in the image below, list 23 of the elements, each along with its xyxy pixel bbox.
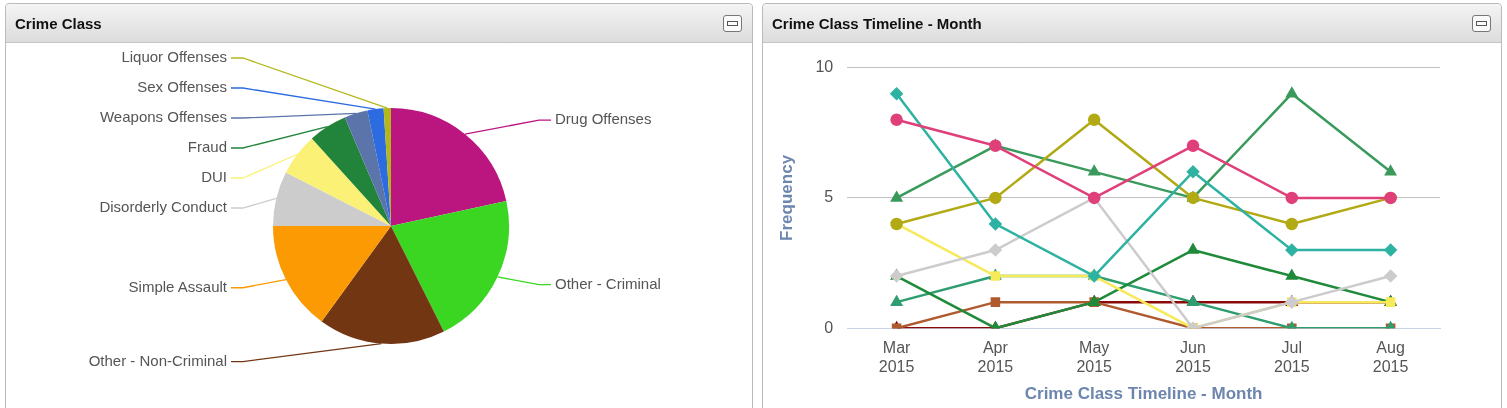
x-tick-label: Mar 2015 <box>878 339 915 376</box>
slice-label: Disorderly Conduct <box>99 198 228 216</box>
y-tick-label: 0 <box>824 318 834 336</box>
slice-label: Other - Criminal <box>555 274 661 292</box>
slice-label: Other - Non-Criminal <box>88 351 227 369</box>
x-tick-label: Aug 2015 <box>1372 339 1409 376</box>
slice-label: Drug Offenses <box>555 110 652 128</box>
x-tick-label: May 2015 <box>1076 339 1113 376</box>
y-tick-label: 10 <box>815 58 834 76</box>
slice-label: Sex Offenses <box>137 78 227 96</box>
x-tick-label: Jul 2015 <box>1274 339 1310 376</box>
slice-label: Fraud <box>187 138 227 156</box>
chart-title: Crime Class Timeline - Month <box>772 15 982 32</box>
chart-title: Crime Class <box>15 15 102 32</box>
y-tick-label: 5 <box>824 188 834 206</box>
y-axis-title: Frequency <box>776 154 796 241</box>
x-tick-label: Apr 2015 <box>977 339 1014 376</box>
slice-label: DUI <box>201 168 227 186</box>
slice-label: Weapons Offenses <box>99 108 227 126</box>
slice-label: Liquor Offenses <box>121 48 227 66</box>
slice-label: Simple Assault <box>128 277 228 295</box>
x-tick-label: Jun 2015 <box>1175 339 1211 376</box>
x-axis-title: Crime Class Timeline - Month <box>1024 384 1263 404</box>
